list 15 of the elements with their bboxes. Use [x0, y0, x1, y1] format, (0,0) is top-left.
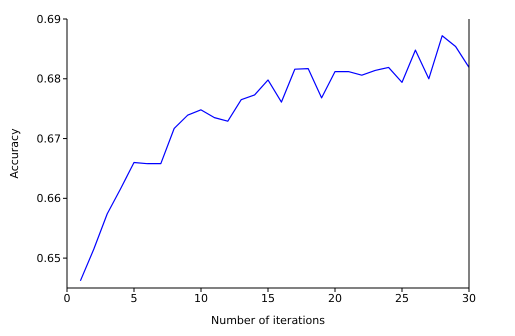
x-tick-label: 5: [130, 292, 138, 305]
x-tick-label: 30: [462, 292, 476, 305]
y-axis-title: Accuracy: [8, 128, 21, 179]
x-axis-title: Number of iterations: [211, 314, 326, 327]
line-series: [80, 35, 469, 282]
x-tick-label: 15: [261, 292, 275, 305]
y-tick-label: 0.68: [36, 72, 61, 86]
y-tick-label: 0.65: [36, 252, 61, 266]
y-tick-label: 0.67: [36, 132, 61, 146]
x-tick-label: 0: [64, 292, 70, 305]
x-tick-label: 20: [328, 292, 342, 305]
x-tick-label: 25: [395, 292, 409, 305]
y-tick-label: 0.66: [36, 192, 61, 206]
y-tick-label: 0.69: [36, 12, 61, 26]
x-tick-label: 10: [194, 292, 208, 305]
